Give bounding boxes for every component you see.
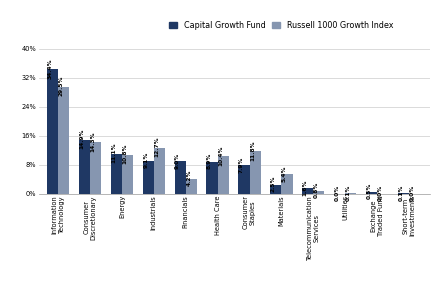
Bar [174,161,186,194]
Bar [238,165,250,194]
Text: 5.4%: 5.4% [282,165,287,182]
Bar [47,69,58,194]
Text: 14.3%: 14.3% [91,131,95,152]
Text: 0.1%: 0.1% [398,184,403,201]
Text: 8.9%: 8.9% [207,152,212,169]
Text: 10.4%: 10.4% [218,145,223,166]
Text: 2.5%: 2.5% [271,176,276,192]
Text: 4.2%: 4.2% [186,170,191,186]
Text: 9.1%: 9.1% [143,152,148,168]
Bar [79,140,90,194]
Text: 0.0%: 0.0% [410,185,414,201]
Text: 14.9%: 14.9% [79,129,85,149]
Bar [217,156,229,194]
Text: 0.5%: 0.5% [366,183,372,199]
Text: 12.7%: 12.7% [155,137,159,157]
Text: 0.1%: 0.1% [346,184,351,201]
Bar [90,142,101,194]
Text: 7.9%: 7.9% [239,156,244,173]
Bar [154,148,165,194]
Text: 0.0%: 0.0% [335,185,339,201]
Text: 1.6%: 1.6% [302,179,308,196]
Bar [58,87,69,194]
Text: 11.8%: 11.8% [250,140,255,160]
Text: 29.5%: 29.5% [59,76,64,96]
Bar [122,155,133,194]
Bar [250,151,261,194]
Text: 34.4%: 34.4% [48,58,53,79]
Text: 10.8%: 10.8% [122,144,128,164]
Bar [366,192,377,194]
Bar [207,162,217,194]
Text: 9.0%: 9.0% [175,152,180,168]
Bar [313,191,325,194]
Legend: Capital Growth Fund, Russell 1000 Growth Index: Capital Growth Fund, Russell 1000 Growth… [168,19,395,31]
Bar [281,174,293,194]
Bar [302,188,313,194]
Bar [186,179,197,194]
Text: 0.8%: 0.8% [314,182,319,198]
Bar [143,161,154,194]
Bar [111,154,122,194]
Bar [270,185,281,194]
Text: 0.0%: 0.0% [378,185,383,201]
Text: 11.1%: 11.1% [112,142,116,163]
